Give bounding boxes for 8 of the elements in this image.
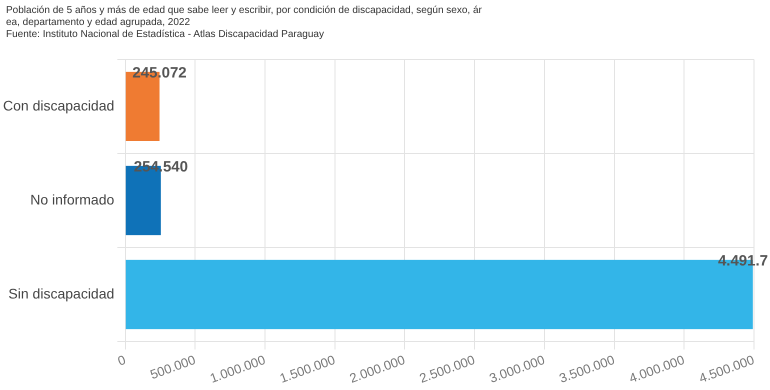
data-label: 245.072 bbox=[132, 64, 187, 82]
x-tick-label: 0 bbox=[116, 352, 128, 369]
data-label: 254.540 bbox=[134, 158, 188, 176]
y-tick-label: Sin discapacidad bbox=[8, 285, 114, 302]
chart-title: Población de 5 años y más de edad que sabe leer y escribir, por condición de discapacidad, según sexo, área, departamento y edad agrupada, 2022 bbox=[6, 5, 483, 29]
y-tick-label: No informado bbox=[30, 191, 115, 208]
y-tick-label: Con discapacidad bbox=[3, 97, 114, 114]
source-note: Fuente: Instituto Nacional de Estadística - Atlas Discapacidad Paraguay bbox=[6, 29, 325, 41]
